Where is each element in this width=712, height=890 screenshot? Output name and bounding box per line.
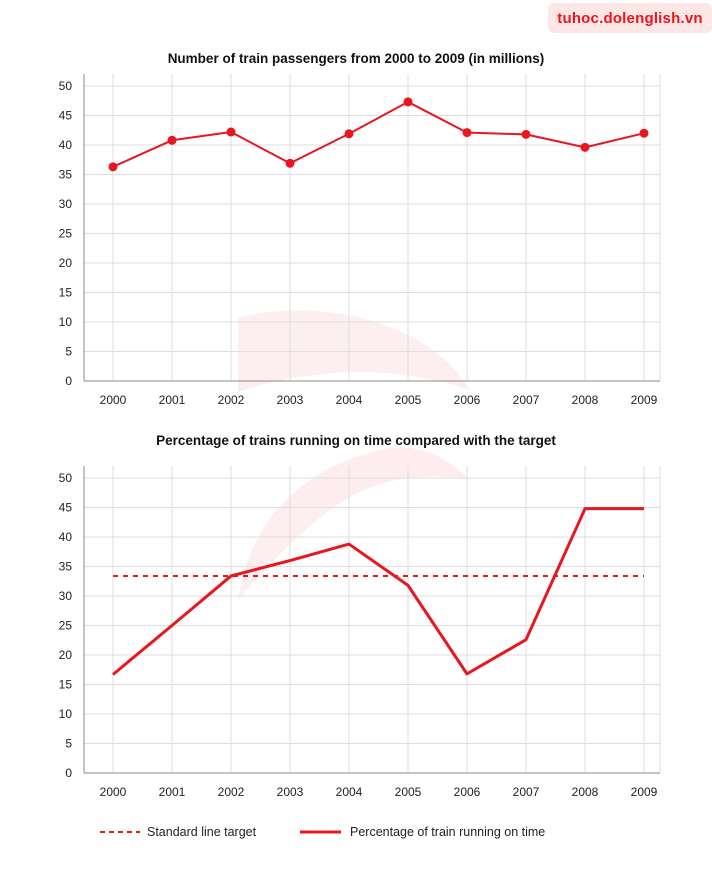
y-tick-label: 10	[59, 315, 73, 329]
legend-label-ontime: Percentage of train running on time	[350, 825, 545, 839]
data-point	[521, 129, 531, 139]
x-tick-label: 2001	[159, 785, 186, 799]
gridlines	[84, 466, 661, 774]
y-tick-label: 20	[59, 256, 73, 270]
y-tick-label: 50	[59, 79, 73, 93]
y-tick-label: 30	[59, 589, 73, 603]
x-tick-label: 2002	[218, 785, 245, 799]
y-tick-label: 45	[59, 501, 73, 515]
y-tick-label: 35	[59, 168, 73, 182]
x-tick-label: 2002	[218, 393, 245, 407]
x-tick-label: 2006	[454, 393, 481, 407]
series-line	[112, 100, 645, 168]
series-line	[112, 507, 644, 676]
y-tick-label: 5	[65, 737, 72, 751]
data-point	[403, 97, 413, 107]
data-point	[285, 158, 295, 168]
chart-title: Number of train passengers from 2000 to …	[168, 51, 545, 66]
x-tick-label: 2000	[100, 785, 127, 799]
x-tick-label: 2005	[395, 393, 422, 407]
x-tick-label: 2000	[100, 393, 127, 407]
y-tick-label: 20	[59, 648, 73, 662]
data-point	[108, 162, 118, 172]
x-tick-label: 2004	[336, 393, 363, 407]
legend: Standard line target Percentage of train…	[100, 825, 545, 839]
background-logo	[238, 310, 470, 600]
y-tick-label: 50	[59, 471, 73, 485]
x-tick-label: 2008	[572, 785, 599, 799]
data-point	[462, 128, 472, 138]
on-time-chart: Percentage of trains running on time com…	[59, 433, 661, 799]
x-tick-label: 2007	[513, 393, 540, 407]
x-tick-label: 2004	[336, 785, 363, 799]
y-tick-label: 25	[59, 619, 73, 633]
y-tick-label: 5	[65, 345, 72, 359]
x-tick-label: 2006	[454, 785, 481, 799]
x-tick-label: 2003	[277, 393, 304, 407]
x-tick-label: 2001	[159, 393, 186, 407]
data-point	[226, 127, 236, 137]
y-tick-label: 10	[59, 707, 73, 721]
data-point	[580, 142, 590, 152]
passengers-chart: Number of train passengers from 2000 to …	[59, 51, 661, 407]
x-tick-label: 2005	[395, 785, 422, 799]
y-tick-label: 0	[65, 766, 72, 780]
x-tick-label: 2009	[631, 785, 658, 799]
y-tick-label: 40	[59, 530, 73, 544]
chart-title: Percentage of trains running on time com…	[156, 433, 556, 448]
gridlines	[84, 74, 661, 382]
watermark-text: tuhoc.dolenglish.vn	[557, 9, 703, 27]
x-tick-label: 2008	[572, 393, 599, 407]
data-point	[344, 129, 354, 139]
data-point	[639, 128, 649, 138]
watermark-badge: tuhoc.dolenglish.vn	[548, 3, 712, 33]
y-tick-label: 35	[59, 560, 73, 574]
y-tick-label: 15	[59, 678, 73, 692]
y-tick-label: 0	[65, 374, 72, 388]
x-tick-label: 2007	[513, 785, 540, 799]
legend-label-target: Standard line target	[147, 825, 257, 839]
y-tick-label: 15	[59, 286, 73, 300]
y-tick-label: 45	[59, 109, 73, 123]
y-tick-label: 25	[59, 227, 73, 241]
y-tick-label: 30	[59, 197, 73, 211]
data-point	[167, 135, 177, 145]
y-tick-label: 40	[59, 138, 73, 152]
x-tick-label: 2009	[631, 393, 658, 407]
x-tick-label: 2003	[277, 785, 304, 799]
